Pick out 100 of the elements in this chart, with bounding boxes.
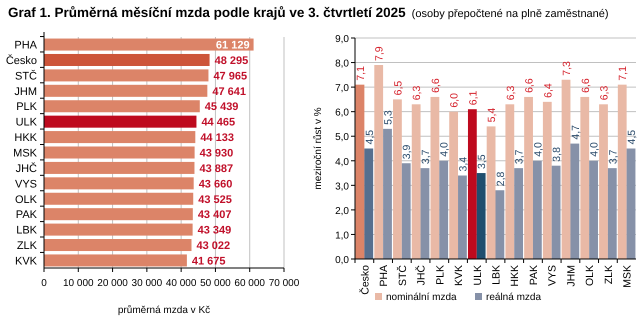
data-label: 41 675 [192, 255, 226, 268]
text: Graf 1. Průměrná měsíční mzda podle krajů ve 3. čtvrtletí 2025 [8, 5, 406, 20]
data-label: 4,5 [626, 130, 638, 144]
y-tick-label: MSK [13, 148, 38, 160]
bar [505, 104, 514, 259]
data-label: 61 129 [216, 40, 250, 52]
bar [364, 148, 374, 259]
y-tick-label: 3,0 [335, 181, 350, 192]
x-tick-label: 50 000 [200, 278, 232, 289]
bar [44, 254, 187, 266]
y-tick-label: JHČ [16, 162, 38, 175]
x-tick-label: PLK [434, 265, 446, 285]
y-axis-title: meziroční růst v % [312, 107, 324, 190]
data-label: 3,9 [401, 144, 414, 160]
data-label: 5,3 [382, 110, 394, 125]
data-label: 2,8 [494, 171, 507, 186]
x-tick-label: ULK [472, 265, 484, 286]
bar [383, 128, 392, 259]
x-tick-label: STČ [396, 264, 409, 286]
y-tick-label: STČ [15, 69, 38, 82]
data-label: 43 407 [198, 209, 232, 222]
bar [412, 104, 421, 259]
x-tick-label: JHM [565, 265, 578, 287]
x-tick-label: MSK [622, 265, 634, 288]
y-tick-label: 0,0 [335, 255, 350, 266]
data-label: 44 465 [201, 116, 236, 129]
y-tick-label: Česko [6, 54, 37, 67]
bar [496, 190, 504, 259]
y-tick-label: PHA [14, 40, 38, 52]
data-label: 6,6 [524, 78, 536, 93]
bar [44, 192, 194, 205]
data-label: 6,3 [504, 86, 517, 100]
bar [589, 160, 598, 259]
bar [393, 99, 402, 259]
bar [486, 126, 496, 259]
data-label: 6,5 [392, 80, 404, 96]
y-tick-label: LBK [16, 224, 38, 237]
x-tick-label: VYS [546, 265, 559, 286]
y-tick-label: 4,0 [335, 156, 350, 168]
bar [44, 162, 194, 174]
bar [430, 96, 440, 259]
bar [356, 84, 364, 259]
data-label: 3,5 [476, 154, 488, 170]
y-tick-label: PAK [16, 209, 38, 222]
data-label: 45 439 [204, 101, 238, 114]
bar [44, 146, 195, 159]
bar [44, 224, 193, 236]
data-label: 43 349 [198, 224, 232, 237]
bar [514, 168, 524, 259]
y-tick-label: 1,0 [335, 230, 350, 242]
x-tick-label: HKK [509, 265, 522, 287]
text: (osoby přepočtené na plně zaměstnané) [412, 8, 609, 20]
data-label: 6,1 [467, 90, 480, 106]
y-tick-label: PLK [16, 101, 38, 114]
data-label: 6,6 [580, 78, 592, 93]
data-label: 4,0 [532, 142, 544, 157]
x-tick-label: LBK [490, 265, 502, 285]
bar [580, 96, 590, 259]
y-tick-label: 2,0 [335, 206, 350, 217]
y-tick-label: HKK [14, 132, 38, 144]
data-label: 43 525 [198, 194, 232, 206]
data-label: 43 022 [196, 240, 230, 252]
bar [570, 144, 580, 259]
bar [44, 38, 254, 51]
data-label: 4,5 [364, 130, 376, 144]
data-label: 6,3 [598, 86, 610, 100]
data-label: 3,7 [514, 149, 526, 164]
data-label: 6,3 [411, 86, 424, 100]
data-label: 6,4 [542, 83, 554, 98]
data-label: 43 930 [200, 148, 234, 160]
bar [476, 173, 486, 259]
y-tick-label: KVK [14, 255, 38, 268]
bar [402, 163, 411, 259]
bar [420, 168, 430, 259]
x-tick-label: 70 000 [268, 278, 300, 289]
bar [626, 148, 636, 259]
y-tick-label: 6,0 [335, 108, 350, 119]
bar [524, 96, 533, 259]
bar [44, 239, 192, 252]
data-label: 4,7 [570, 124, 582, 140]
bar [608, 168, 617, 259]
data-label: 6,6 [430, 78, 442, 93]
data-label: 7,9 [374, 46, 386, 62]
bar [44, 131, 196, 144]
data-label: 5,4 [486, 108, 498, 122]
bar [44, 177, 194, 190]
x-tick-label: 20 000 [97, 278, 128, 289]
bar [468, 109, 477, 259]
bar [532, 160, 542, 259]
data-label: 47 965 [213, 70, 248, 82]
y-tick-label: 9,0 [335, 34, 350, 45]
legend-label: reálná mzda [486, 292, 542, 303]
bar [439, 160, 448, 259]
y-tick-label: OLK [14, 194, 38, 206]
x-tick-label: 0 [41, 278, 48, 289]
bar [449, 112, 458, 259]
data-label: 3,8 [551, 146, 564, 162]
legend-label: nominální mzda [386, 292, 458, 303]
data-label: 7,1 [354, 66, 367, 81]
bar [562, 80, 570, 259]
